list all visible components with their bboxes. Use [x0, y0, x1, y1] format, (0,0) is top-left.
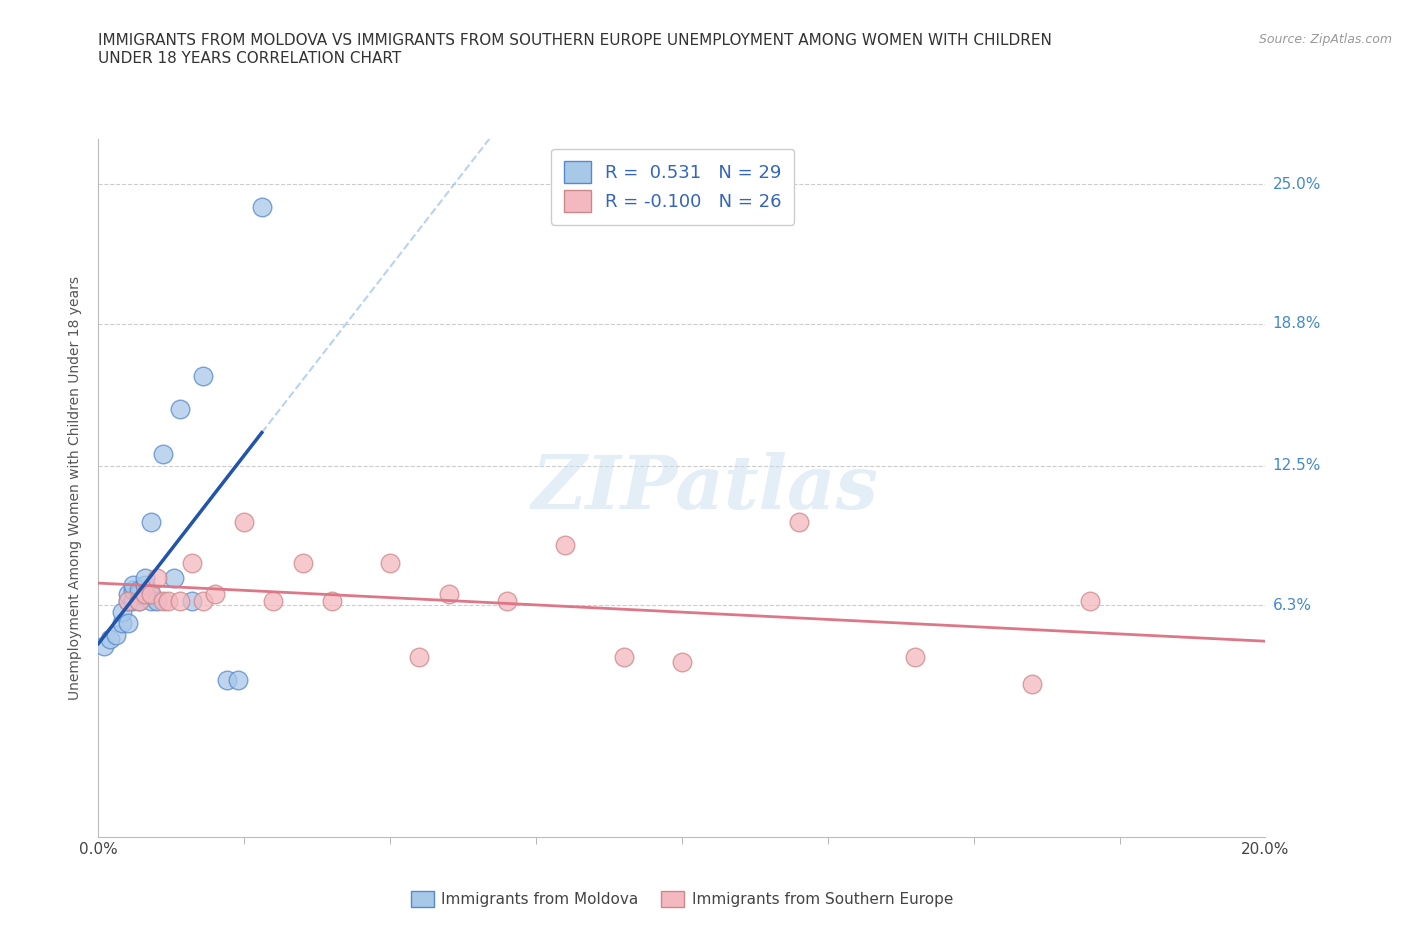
Point: [437, 587, 460, 602]
Point: [134, 578, 156, 592]
Text: Source: ZipAtlas.com: Source: ZipAtlas.com: [1258, 33, 1392, 46]
Point: [904, 649, 927, 664]
Point: [163, 571, 186, 586]
Point: [204, 587, 226, 602]
Text: 6.3%: 6.3%: [1272, 598, 1312, 613]
Point: [321, 593, 343, 608]
Point: [152, 447, 174, 462]
Point: [139, 587, 162, 602]
Text: IMMIGRANTS FROM MOLDOVA VS IMMIGRANTS FROM SOUTHERN EUROPE UNEMPLOYMENT AMONG WO: IMMIGRANTS FROM MOLDOVA VS IMMIGRANTS FR…: [98, 33, 1052, 47]
Point: [787, 514, 810, 529]
Text: ZIPatlas: ZIPatlas: [531, 452, 879, 525]
Point: [233, 514, 256, 529]
Y-axis label: Unemployment Among Women with Children Under 18 years: Unemployment Among Women with Children U…: [69, 276, 83, 700]
Point: [146, 571, 169, 586]
Point: [193, 593, 215, 608]
Legend: Immigrants from Moldova, Immigrants from Southern Europe: Immigrants from Moldova, Immigrants from…: [405, 884, 959, 913]
Point: [117, 593, 139, 608]
Point: [98, 631, 121, 646]
Point: [152, 593, 174, 608]
Point: [250, 200, 273, 215]
Text: 25.0%: 25.0%: [1272, 177, 1320, 192]
Text: UNDER 18 YEARS CORRELATION CHART: UNDER 18 YEARS CORRELATION CHART: [98, 51, 402, 66]
Point: [128, 587, 150, 602]
Point: [117, 593, 139, 608]
Point: [1021, 676, 1043, 691]
Point: [117, 616, 139, 631]
Text: 18.8%: 18.8%: [1272, 316, 1320, 331]
Point: [1080, 593, 1102, 608]
Point: [408, 649, 430, 664]
Point: [93, 638, 115, 653]
Point: [122, 578, 145, 592]
Point: [122, 582, 145, 597]
Point: [180, 593, 202, 608]
Point: [378, 555, 402, 570]
Point: [104, 627, 127, 642]
Point: [671, 654, 693, 669]
Point: [215, 672, 238, 687]
Point: [122, 593, 145, 608]
Point: [180, 555, 202, 570]
Point: [262, 593, 284, 608]
Point: [139, 593, 162, 608]
Point: [134, 587, 156, 602]
Point: [128, 593, 150, 608]
Point: [146, 593, 169, 608]
Point: [291, 555, 314, 570]
Point: [169, 402, 191, 417]
Point: [111, 604, 134, 619]
Text: 12.5%: 12.5%: [1272, 458, 1320, 473]
Point: [128, 582, 150, 597]
Point: [111, 616, 134, 631]
Point: [134, 571, 156, 586]
Point: [139, 587, 162, 602]
Point: [495, 593, 517, 608]
Point: [157, 593, 180, 608]
Point: [128, 593, 150, 608]
Point: [228, 672, 250, 687]
Point: [612, 649, 634, 664]
Point: [117, 587, 139, 602]
Point: [554, 537, 576, 551]
Point: [193, 368, 215, 383]
Point: [134, 587, 156, 602]
Point: [139, 514, 162, 529]
Point: [169, 593, 191, 608]
